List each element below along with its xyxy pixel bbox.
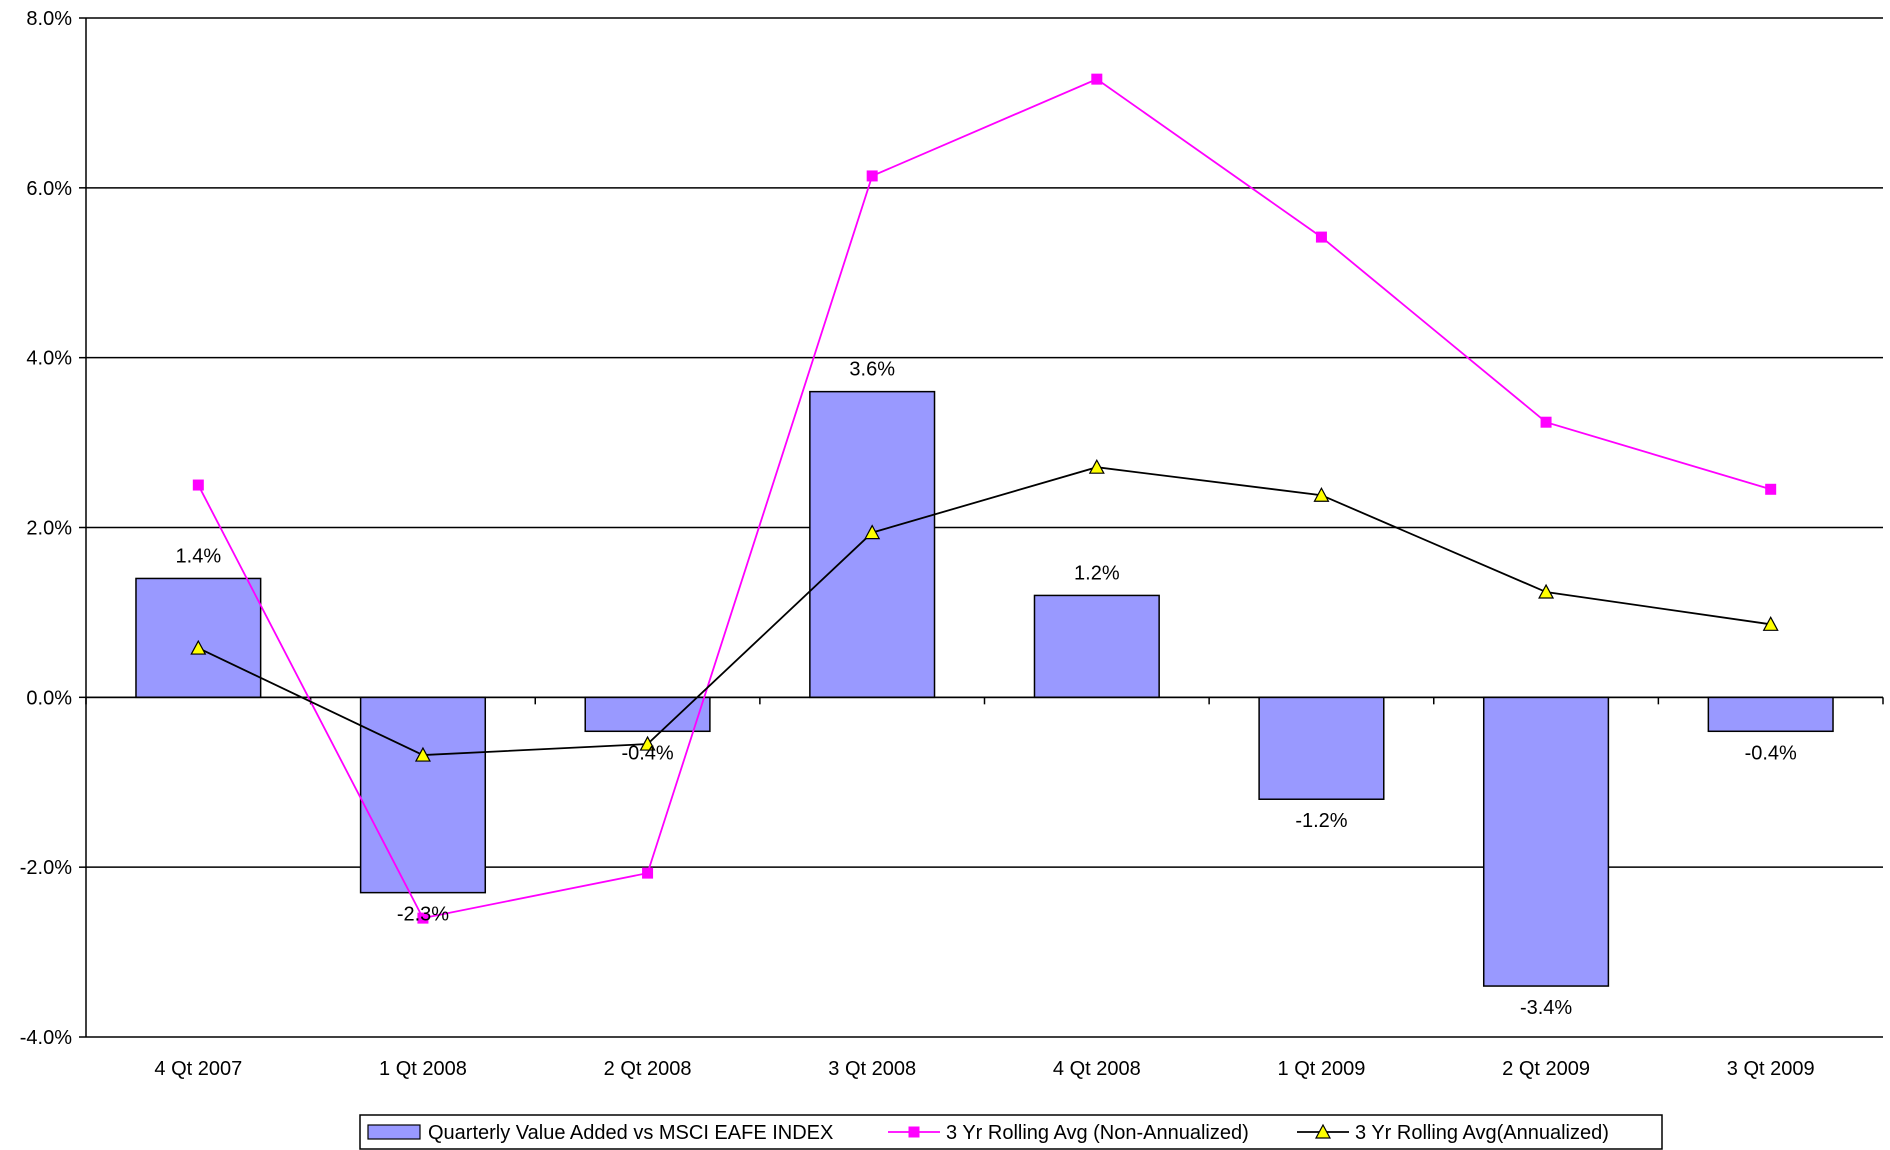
legend-label: Quarterly Value Added vs MSCI EAFE INDEX [428,1122,833,1144]
bar-data-label: 1.4% [176,545,222,567]
triangle-marker [1088,458,1105,474]
x-tick-label: 4 Qt 2008 [1053,1058,1141,1080]
bar-series [135,390,1834,987]
square-marker [192,479,204,491]
y-tick-label: 2.0% [26,518,72,540]
bar-data-label: -2.3% [397,904,449,926]
x-tick-label: 2 Qt 2009 [1502,1058,1590,1080]
bar [809,390,936,699]
triangle-marker [190,639,207,655]
bar [584,696,711,733]
bar-data-label: -1.2% [1295,810,1347,832]
series-line [197,466,1771,756]
square-marker [642,867,654,879]
y-tick-label: 8.0% [26,8,72,30]
x-tick-label: 3 Qt 2008 [828,1058,916,1080]
bar [1482,696,1610,987]
x-tick-label: 1 Qt 2008 [379,1058,467,1080]
triangle-marker [1313,486,1330,502]
square-marker [417,912,429,924]
x-tick-label: 4 Qt 2007 [154,1058,242,1080]
legend-label: 3 Yr Rolling Avg (Non-Annualized) [946,1122,1249,1144]
bar [1258,696,1385,800]
tick-labels: -4.0% -2.0% 0.0% 2.0% 4.0% 6.0% 8.0% 4 Qt 2007 1… [20,8,1815,1080]
legend: Quarterly Value Added vs MSCI EAFE INDEX… [359,1114,1663,1150]
square-marker [1091,73,1103,85]
legend-triangle-marker [1314,1123,1332,1139]
legend-square-marker [908,1126,920,1138]
bar-data-label: 3.6% [849,359,895,381]
square-marker [1315,231,1327,243]
legend-swatch-bar [367,1124,421,1140]
triangle-marker [414,746,431,762]
triangle-marker [864,524,881,540]
legend-label: 3 Yr Rolling Avg(Annualized) [1355,1122,1609,1144]
bar-data-label: 1.2% [1074,562,1120,584]
bar [359,696,487,894]
gridlines [86,17,1883,1038]
x-tick-label: 2 Qt 2008 [604,1058,692,1080]
y-tick-label: 6.0% [26,178,72,200]
bar-data-label: -3.4% [1520,997,1572,1019]
square-marker [1540,416,1552,428]
series-line [197,78,1771,920]
y-tick-label: 0.0% [26,687,72,709]
bar [1033,594,1160,699]
legend-box [359,1114,1663,1150]
triangle-marker [1538,583,1555,599]
y-tick-label: 4.0% [26,348,72,370]
square-marker [1765,483,1777,495]
bar-data-label: -0.4% [621,742,673,764]
triangle-marker [1762,616,1779,631]
y-tick-label: -4.0% [20,1027,72,1049]
y-tick-label: -2.0% [20,857,72,879]
data-labels: 1.4% -2.3% -0.4% 3.6% 1.2% -1.2% -3.4% -0.4% [176,359,1798,1019]
bar-data-label: -0.4% [1745,742,1797,764]
x-tick-label: 1 Qt 2009 [1278,1058,1366,1080]
axes [79,17,1884,1038]
triangle-marker [639,735,656,751]
x-tick-label: 3 Qt 2009 [1727,1058,1815,1080]
bar [135,577,262,699]
line-series [190,73,1779,924]
bar [1707,696,1834,733]
square-marker [866,170,878,182]
